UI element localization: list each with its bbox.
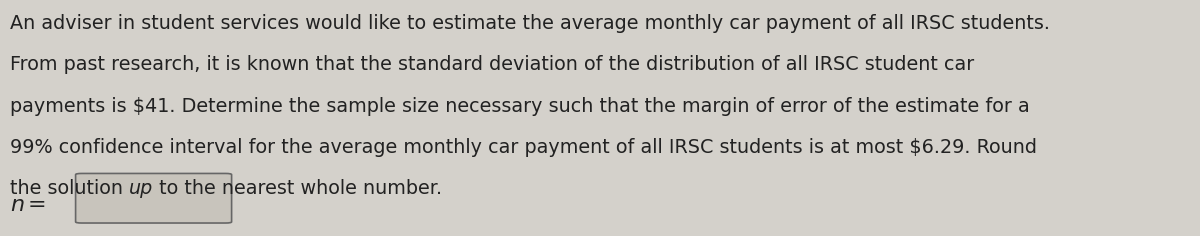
Text: 99% confidence interval for the average monthly car payment of all IRSC students: 99% confidence interval for the average … <box>10 138 1037 157</box>
Text: From past research, it is known that the standard deviation of the distribution : From past research, it is known that the… <box>10 55 974 75</box>
Text: $\mathit{n}$: $\mathit{n}$ <box>10 195 24 215</box>
FancyBboxPatch shape <box>76 173 232 223</box>
Text: up: up <box>128 179 152 198</box>
Text: payments is $41. Determine the sample size necessary such that the margin of err: payments is $41. Determine the sample si… <box>10 97 1030 116</box>
Text: An adviser in student services would like to estimate the average monthly car pa: An adviser in student services would lik… <box>10 14 1050 33</box>
Text: to the nearest whole number.: to the nearest whole number. <box>152 179 442 198</box>
Text: =: = <box>28 195 47 215</box>
Text: the solution: the solution <box>10 179 128 198</box>
